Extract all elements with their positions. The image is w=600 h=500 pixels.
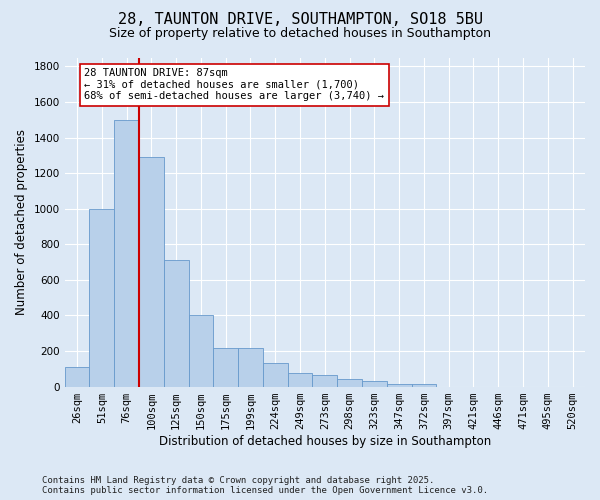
Bar [139, 157, 164, 386]
Text: 28 TAUNTON DRIVE: 87sqm
← 31% of detached houses are smaller (1,700)
68% of semi: 28 TAUNTON DRIVE: 87sqm ← 31% of detache… [85, 68, 385, 102]
Bar [337, 380, 362, 386]
Text: Contains HM Land Registry data © Crown copyright and database right 2025.
Contai: Contains HM Land Registry data © Crown c… [42, 476, 488, 495]
Bar [238, 348, 263, 387]
Bar [387, 384, 412, 386]
X-axis label: Distribution of detached houses by size in Southampton: Distribution of detached houses by size … [159, 434, 491, 448]
Bar [313, 375, 337, 386]
Bar [89, 208, 114, 386]
Bar [164, 260, 188, 386]
Bar [214, 348, 238, 387]
Bar [263, 362, 287, 386]
Bar [287, 373, 313, 386]
Bar [412, 384, 436, 386]
Bar [65, 367, 89, 386]
Bar [362, 381, 387, 386]
Text: 28, TAUNTON DRIVE, SOUTHAMPTON, SO18 5BU: 28, TAUNTON DRIVE, SOUTHAMPTON, SO18 5BU [118, 12, 482, 28]
Text: Size of property relative to detached houses in Southampton: Size of property relative to detached ho… [109, 28, 491, 40]
Bar [114, 120, 139, 386]
Bar [188, 314, 214, 386]
Y-axis label: Number of detached properties: Number of detached properties [15, 129, 28, 315]
